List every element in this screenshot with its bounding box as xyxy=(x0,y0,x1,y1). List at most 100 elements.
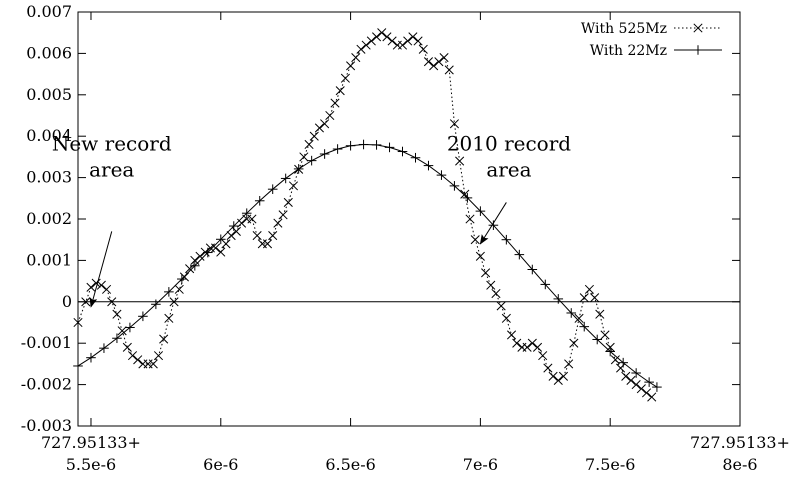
x-tick-label-offset: 727.95133+ xyxy=(690,433,790,452)
series-0-point xyxy=(553,375,563,386)
series-1-point xyxy=(462,193,473,203)
series-0-point xyxy=(320,119,330,129)
series-1-point xyxy=(397,146,408,157)
series-0-point xyxy=(288,181,299,191)
series-0-point xyxy=(621,371,631,381)
y-tick-label: -0.003 xyxy=(21,416,72,435)
series-0-point xyxy=(351,52,361,63)
series-1-point xyxy=(99,343,109,353)
series-1-point xyxy=(652,382,662,392)
series-0-point xyxy=(486,280,496,290)
series-1-point xyxy=(306,155,317,166)
x-tick-label: 7.5e-6 xyxy=(585,455,636,474)
series-0-point xyxy=(91,278,101,288)
series-0-point xyxy=(226,231,236,241)
series-0-point xyxy=(148,359,158,369)
series-0-point xyxy=(122,342,132,352)
series-0-point xyxy=(371,32,382,42)
series-0-point xyxy=(408,32,418,42)
series-0-point xyxy=(610,355,620,365)
series-0-point xyxy=(512,338,522,348)
annotation-text: area xyxy=(89,158,134,182)
series-0-point xyxy=(543,363,553,373)
series-0-point xyxy=(574,313,584,323)
series-0-point xyxy=(117,326,127,336)
series-0-point xyxy=(278,210,288,220)
series-0-point xyxy=(96,280,106,290)
series-1-point xyxy=(566,308,577,318)
series-1-point xyxy=(605,346,615,357)
y-tick-label: 0 xyxy=(62,292,72,311)
series-1-point xyxy=(125,322,135,333)
series-1-point xyxy=(436,170,447,180)
series-0-point xyxy=(595,309,605,319)
series-0-point xyxy=(107,297,117,307)
series-0-point xyxy=(631,380,641,390)
series-1-point xyxy=(203,247,213,258)
series-1-point xyxy=(540,279,551,290)
series-0-point xyxy=(455,156,465,166)
series-0-point xyxy=(211,243,221,253)
series-1-point xyxy=(579,321,590,332)
y-tick-label: 0.005 xyxy=(26,85,72,104)
series-0-point xyxy=(491,288,501,299)
annotation-arrow xyxy=(89,231,113,308)
y-tick-label: -0.001 xyxy=(21,333,72,352)
legend-label: With 525Mz xyxy=(581,21,667,37)
series-0-point xyxy=(299,152,309,162)
series-1-point xyxy=(488,220,499,231)
series-0-point xyxy=(174,284,184,294)
series-0-point xyxy=(309,131,319,141)
plot-frame xyxy=(77,11,741,427)
x-tick-label-offset: 727.95133+ xyxy=(41,433,141,452)
series-0-point xyxy=(434,57,444,67)
series-line-1 xyxy=(77,143,658,388)
series-0-point xyxy=(600,330,610,340)
series-1-point xyxy=(228,221,239,231)
series-0-point xyxy=(159,334,169,344)
series-0-point xyxy=(86,282,96,292)
series-0-point xyxy=(413,36,423,46)
series-1-point xyxy=(384,142,395,153)
x-tick-label: 8e-6 xyxy=(722,455,757,474)
series-0-point xyxy=(475,251,485,261)
series-0-point xyxy=(356,44,366,54)
legend-swatch-marker xyxy=(693,45,703,55)
y-tick-label: 0.002 xyxy=(26,209,72,228)
series-1-point xyxy=(358,139,369,150)
series-1-point xyxy=(475,206,486,216)
series-0-point xyxy=(268,231,278,241)
series-1-point xyxy=(501,234,512,245)
series-1-point xyxy=(319,149,330,159)
series-1-point xyxy=(112,333,122,344)
series-0-point xyxy=(429,61,439,71)
series-1-point xyxy=(423,160,434,171)
series-1-point xyxy=(254,195,265,206)
legend-label: With 22Mz xyxy=(590,43,667,59)
series-0-point xyxy=(169,297,179,307)
series-0-point xyxy=(590,293,600,303)
y-tick-label: 0.007 xyxy=(26,2,72,21)
series-0-point xyxy=(403,36,413,46)
x-tick-label: 6e-6 xyxy=(203,455,238,474)
series-0-point xyxy=(382,32,392,42)
series-0-point xyxy=(221,239,231,249)
series-1-point xyxy=(241,208,252,219)
series-0-point xyxy=(340,73,350,83)
series-0-point xyxy=(548,371,558,381)
series-0-point xyxy=(538,351,548,361)
series-0-point xyxy=(164,313,174,323)
x-tick-label: 6.5e-6 xyxy=(325,455,376,474)
y-tick-label: 0.006 xyxy=(26,43,72,62)
series-0-point xyxy=(465,214,475,224)
series-0-point xyxy=(127,351,138,361)
series-0-point xyxy=(569,338,579,348)
series-1-point xyxy=(332,144,343,154)
series-0-point xyxy=(330,98,340,108)
series-0-point xyxy=(361,40,371,50)
series-1-point xyxy=(527,264,538,275)
series-0-point xyxy=(636,384,646,394)
series-1-point xyxy=(164,287,174,297)
series-0-point xyxy=(558,371,569,381)
y-tick-label: -0.002 xyxy=(21,375,72,394)
